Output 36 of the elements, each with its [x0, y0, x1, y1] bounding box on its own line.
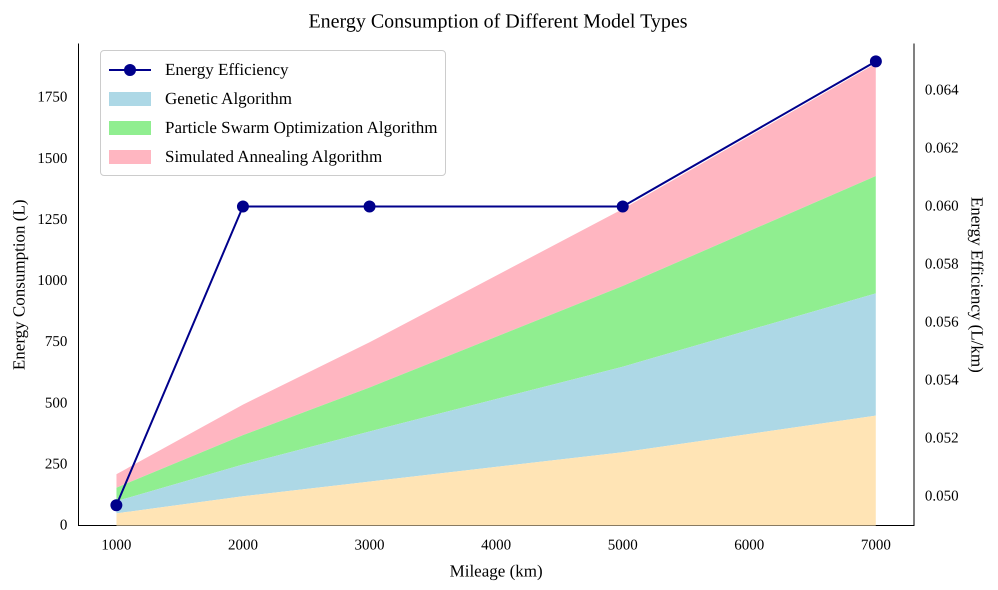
y2-tick-label: 0.054: [924, 372, 960, 388]
y2-tick-label: 0.064: [924, 82, 960, 98]
x-tick-label: 1000: [101, 538, 132, 554]
y2-tick-label: 0.056: [924, 314, 960, 330]
y-tick-label: 500: [44, 395, 68, 412]
legend-label: Energy Efficiency: [165, 60, 289, 80]
y2-tick-label: 0.060: [924, 198, 959, 214]
x-tick-label: 2000: [228, 538, 258, 554]
y-tick-label: 1500: [37, 150, 68, 167]
y-tick-label: 1250: [37, 212, 68, 228]
y-tick-label: 0: [60, 518, 68, 534]
x-tick-label: 3000: [354, 538, 385, 554]
y-tick-label: 1000: [37, 273, 68, 290]
y2-tick-label: 0.062: [924, 140, 959, 156]
y-tick-label: 1750: [37, 90, 68, 106]
x-axis-title: Mileage (km): [450, 561, 543, 580]
x-tick-label: 7000: [860, 538, 891, 554]
y2-tick-label: 0.050: [924, 488, 959, 505]
x-tick-label: 4000: [481, 538, 512, 554]
x-tick-label: 6000: [734, 538, 764, 554]
y-tick-label: 750: [44, 334, 68, 350]
y-axis-title: Energy Consumption (L): [10, 199, 29, 370]
point: [236, 200, 249, 212]
y2-axis-title: Energy Efficiency (L/km): [967, 196, 986, 373]
point: [110, 499, 122, 512]
point: [616, 200, 629, 212]
x-tick-label: 5000: [608, 538, 638, 554]
legend-label: Simulated Annealing Algorithm: [165, 146, 382, 166]
y-tick-label: 250: [44, 456, 68, 472]
point: [870, 55, 882, 68]
chart-title: Energy Consumption of Different Model Types: [308, 10, 688, 32]
legend-label: Genetic Algorithm: [165, 88, 292, 108]
y2-tick-label: 0.058: [924, 256, 959, 272]
y2-tick-label: 0.052: [924, 430, 959, 446]
point: [364, 200, 376, 212]
legend-label: Particle Swarm Optimization Algorithm: [165, 118, 438, 138]
